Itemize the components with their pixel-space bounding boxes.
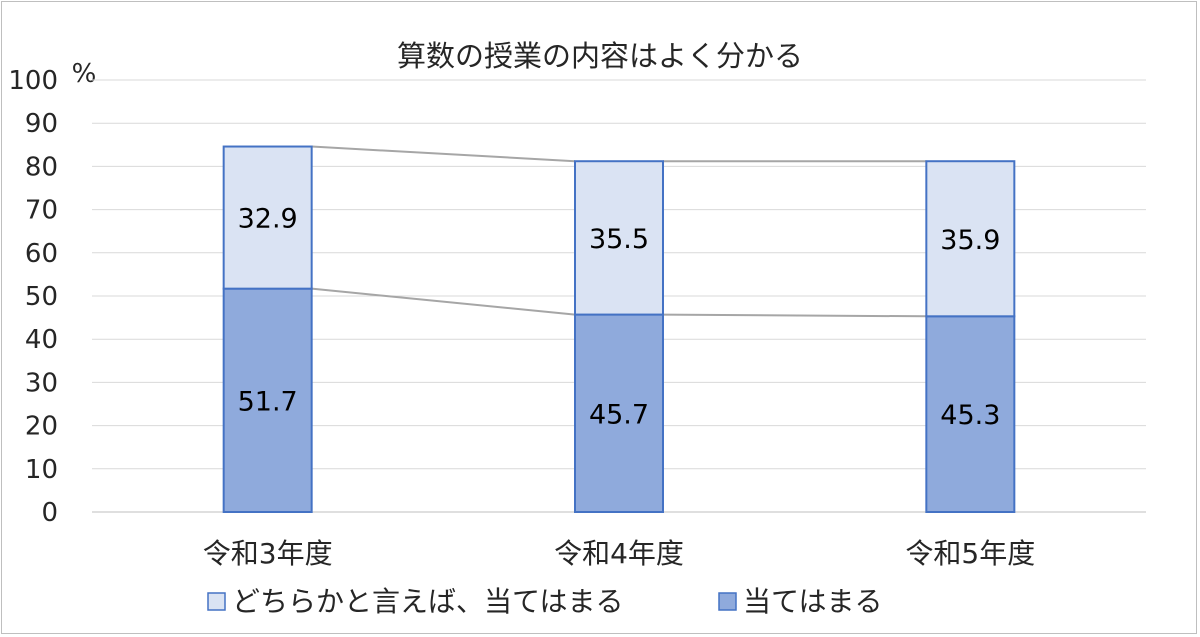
- legend-swatch: [207, 592, 226, 611]
- series-line: [311, 145, 576, 163]
- y-tick-label: 20: [25, 412, 58, 442]
- data-label: 45.3: [940, 400, 1000, 431]
- chart-title: 算数の授業の内容はよく分かる: [397, 39, 803, 73]
- y-tick-label: 60: [25, 239, 58, 269]
- y-tick-label: 70: [25, 196, 58, 226]
- series-line: [662, 313, 927, 318]
- bar-dochiraka-2: [574, 160, 664, 316]
- y-tick-label: 40: [25, 325, 58, 355]
- y-axis-ticks: 0 10 20 30 40 50 60 70 80 90 100: [8, 66, 58, 528]
- legend-label: 当てはまる: [743, 585, 882, 618]
- data-label: 35.9: [940, 225, 1000, 256]
- legend-swatch: [718, 592, 737, 611]
- legend-label: どちらかと言えば、当てはまる: [232, 585, 623, 618]
- category-label: 令和4年度: [554, 537, 684, 570]
- bar-dochiraka-1: [222, 145, 313, 290]
- series-lines: [311, 145, 927, 318]
- y-tick-label: 10: [25, 455, 58, 485]
- x-axis-categories: 令和3年度 令和4年度 令和5年度: [203, 537, 1035, 570]
- bar-atehamaru-3: [925, 315, 1016, 513]
- bar-atehamaru-2: [574, 313, 664, 513]
- bars: [222, 145, 1016, 513]
- data-label: 35.5: [589, 224, 649, 255]
- y-unit-label: %: [72, 59, 97, 89]
- bar-dochiraka-3: [925, 160, 1016, 318]
- series-line: [311, 287, 576, 316]
- category-label: 令和5年度: [905, 537, 1035, 570]
- data-label: 51.7: [238, 386, 298, 417]
- data-label: 45.7: [589, 399, 649, 430]
- y-tick-label: 80: [25, 152, 58, 182]
- legend: どちらかと言えば、当てはまる 当てはまる: [207, 585, 882, 618]
- data-label: 32.9: [238, 204, 298, 235]
- bar-atehamaru-1: [222, 287, 313, 513]
- y-tick-label: 30: [25, 368, 58, 398]
- y-tick-label: 50: [25, 282, 58, 312]
- y-tick-label: 100: [8, 66, 58, 96]
- category-label: 令和3年度: [203, 537, 333, 570]
- data-labels: 51.7 32.9 45.7 35.5 45.3 35.9: [238, 204, 1001, 432]
- y-tick-label: 0: [41, 498, 58, 528]
- y-tick-label: 90: [25, 109, 58, 139]
